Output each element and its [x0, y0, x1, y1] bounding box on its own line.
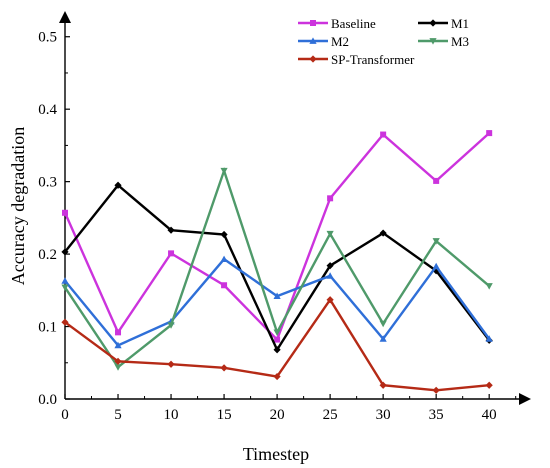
y-tick-label: 0.0 [38, 392, 57, 408]
data-point [379, 335, 387, 342]
x-tick-label: 20 [270, 407, 285, 423]
data-point [379, 320, 387, 328]
data-point [485, 381, 493, 389]
data-point [379, 229, 387, 237]
series-m3 [61, 167, 493, 371]
y-tick-label: 0.3 [38, 175, 57, 191]
data-point [114, 357, 122, 365]
x-tick-label: 10 [164, 407, 179, 423]
data-point [326, 262, 334, 270]
x-axis-title: Timestep [243, 444, 309, 464]
legend-label: M2 [331, 34, 349, 49]
data-point [273, 346, 281, 354]
legend-item: SP-Transformer [298, 52, 415, 67]
data-point [61, 277, 69, 284]
series-sp-transformer [61, 296, 493, 394]
data-point [61, 318, 69, 326]
data-point [167, 226, 175, 234]
data-point [432, 238, 440, 245]
legend-swatch-marker [309, 55, 317, 63]
data-point [274, 336, 281, 343]
series-line [64, 183, 491, 353]
legend-swatch-marker [309, 37, 317, 44]
data-point [167, 360, 175, 368]
data-point [326, 272, 334, 279]
data-point [273, 372, 281, 381]
legend-item: Baseline [298, 16, 376, 31]
legend-item: M3 [418, 34, 469, 49]
data-point [221, 282, 228, 289]
legend-item: M2 [298, 34, 349, 49]
data-point [61, 248, 69, 256]
data-point [114, 341, 122, 349]
y-tick-label: 0.5 [38, 30, 57, 46]
data-point [485, 283, 493, 290]
x-tick-label: 0 [61, 407, 69, 423]
series-layer [61, 130, 493, 394]
data-point [220, 230, 228, 239]
y-axis-arrow [59, 11, 71, 23]
data-point [220, 167, 228, 175]
axes: 0 5 10 15 20 25 30 35 40 0.0 0.1 0.2 0.3 0.4 0.5 [38, 11, 531, 423]
data-point [326, 230, 334, 238]
data-point [115, 329, 122, 336]
x-tick-label: 35 [429, 407, 444, 423]
legend-label: M1 [451, 16, 469, 31]
data-point [273, 329, 281, 336]
data-point [432, 386, 440, 394]
x-tick-label: 30 [376, 407, 391, 423]
data-point [62, 209, 68, 216]
y-tick-label: 0.1 [38, 320, 57, 336]
series-baseline [62, 130, 493, 343]
x-tick-label: 5 [114, 407, 122, 423]
legend-swatch-marker [429, 19, 437, 27]
series-line [63, 132, 490, 342]
legend-swatch-marker [429, 38, 437, 45]
data-point [379, 381, 387, 389]
data-point [167, 322, 175, 329]
y-tick-label: 0.2 [38, 247, 57, 263]
data-point [433, 177, 440, 184]
data-point [114, 364, 122, 371]
data-point [220, 364, 228, 372]
x-tick-label: 25 [323, 407, 338, 423]
data-point [220, 255, 228, 263]
legend-label: SP-Transformer [331, 52, 415, 67]
x-axis-arrow [519, 393, 531, 405]
series-m1 [61, 181, 493, 354]
legend-item: M1 [418, 16, 469, 31]
data-point [486, 130, 493, 137]
data-point [114, 181, 122, 189]
legend-swatch-marker [310, 20, 316, 26]
data-point [485, 335, 493, 342]
data-point [432, 262, 440, 270]
x-tick-label: 15 [217, 407, 232, 423]
y-tick-label: 0.4 [38, 102, 57, 118]
legend: Baseline M1 M2 M3 SP-Transformer [298, 16, 469, 67]
legend-label: Baseline [331, 16, 376, 31]
x-tick-label: 40 [482, 407, 497, 423]
y-axis-title: Accuracy degradation [8, 127, 28, 285]
data-point [273, 292, 281, 299]
data-point [326, 296, 334, 304]
data-point [327, 195, 334, 202]
legend-label: M3 [451, 34, 469, 49]
data-point [380, 131, 387, 138]
data-point [61, 284, 69, 292]
data-point [168, 250, 175, 257]
